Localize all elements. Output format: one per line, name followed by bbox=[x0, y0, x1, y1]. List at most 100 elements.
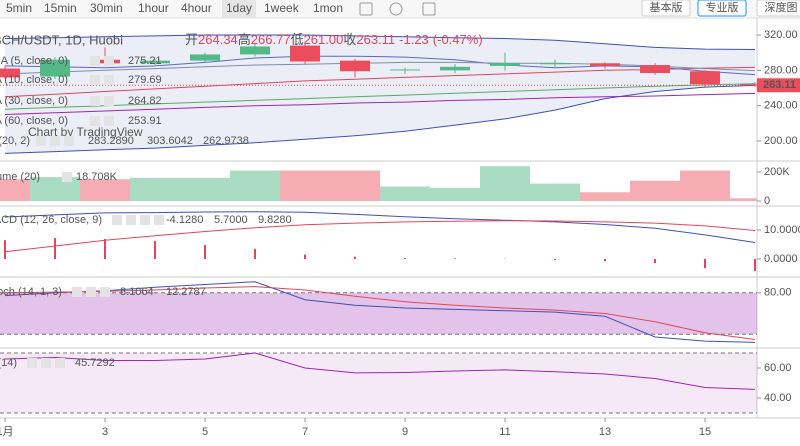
last-price-tag bbox=[757, 78, 800, 93]
legend-value: 283.2890 bbox=[88, 135, 134, 147]
candle-body bbox=[0, 68, 20, 78]
oscillator-line bbox=[4, 281, 756, 343]
tool-icon[interactable] bbox=[389, 2, 403, 16]
legend-icon[interactable] bbox=[64, 136, 74, 146]
tool-icon[interactable] bbox=[359, 2, 373, 16]
y-tick-label: 60.00 bbox=[764, 362, 792, 374]
legend-value: 253.91 bbox=[128, 115, 162, 127]
volume-bar bbox=[330, 170, 380, 201]
bb-line bbox=[4, 66, 756, 98]
legend-icon[interactable] bbox=[112, 215, 122, 225]
macd-histogram bbox=[404, 258, 406, 260]
indicator-title: Stoch (14, 1, 3) bbox=[0, 286, 62, 298]
legend-icon[interactable] bbox=[36, 136, 46, 146]
volume-bar bbox=[280, 170, 330, 201]
legend-value: 275.21 bbox=[128, 55, 162, 67]
legend-icon[interactable] bbox=[90, 56, 100, 66]
bb-line bbox=[4, 34, 756, 50]
interval-button[interactable]: 1hour bbox=[138, 1, 169, 15]
macd-histogram bbox=[604, 259, 606, 262]
legend-icon[interactable] bbox=[27, 358, 37, 368]
tradingview-link[interactable]: Chart by TradingView bbox=[28, 125, 143, 139]
candle-body bbox=[740, 84, 757, 86]
macd-histogram bbox=[754, 259, 756, 271]
oscillator-line bbox=[4, 352, 756, 390]
last-price-label: 263.11 bbox=[763, 79, 796, 91]
legend-name: MA (30, close, 0) bbox=[0, 95, 68, 107]
interval-button[interactable]: 1mon bbox=[313, 1, 343, 15]
volume-bar bbox=[380, 186, 430, 201]
candle-body bbox=[390, 69, 420, 71]
legend-icon[interactable] bbox=[104, 75, 114, 85]
legend-icon[interactable] bbox=[90, 96, 100, 106]
legend-value: 262.9738 bbox=[203, 135, 249, 147]
y-tick-label: 200K bbox=[764, 166, 790, 178]
quote-value: 264.34 bbox=[198, 32, 238, 47]
view-button[interactable]: 基本版 bbox=[650, 0, 683, 14]
quote-label: 开 bbox=[185, 32, 198, 47]
volume-bar bbox=[430, 187, 480, 201]
legend-icon[interactable] bbox=[100, 287, 110, 297]
view-button[interactable]: 深度图 bbox=[765, 0, 798, 14]
active-interval-bg bbox=[222, 0, 256, 18]
macd-histogram bbox=[654, 259, 656, 264]
legend-icon[interactable] bbox=[86, 287, 96, 297]
macd-histogram bbox=[254, 248, 256, 260]
legend-icon[interactable] bbox=[41, 358, 51, 368]
volume-bar bbox=[230, 170, 280, 201]
chart-title: BCH/USDT, 1D, Huobi bbox=[0, 32, 123, 47]
ohlc-quote: 开264.34高266.77低261.00收263.11 -1.23 (-0.47%… bbox=[185, 32, 483, 47]
legend-icon[interactable] bbox=[104, 56, 114, 66]
candle-body bbox=[190, 54, 220, 61]
legend-icon[interactable] bbox=[62, 172, 72, 182]
y-tick-label: 200.00 bbox=[764, 135, 798, 147]
legend-name: MA (10, close, 0) bbox=[0, 74, 68, 86]
y-tick-label: 80.00 bbox=[764, 287, 792, 299]
x-tick-label: 3 bbox=[102, 426, 108, 438]
ma-line bbox=[4, 83, 756, 110]
interval-button[interactable]: 5min bbox=[6, 1, 32, 15]
legend-value: 5.7000 bbox=[214, 214, 248, 226]
interval-button[interactable]: 1day bbox=[226, 1, 252, 15]
indicator-title: Volume (20) bbox=[0, 171, 40, 183]
interval-button[interactable]: 15min bbox=[44, 1, 77, 15]
view-button-bg[interactable] bbox=[641, 0, 691, 17]
legend-icon[interactable] bbox=[90, 116, 100, 126]
legend-value: 12.2787 bbox=[166, 286, 206, 298]
legend-icon[interactable] bbox=[104, 96, 114, 106]
legend-icon[interactable] bbox=[104, 116, 114, 126]
macd-histogram bbox=[554, 259, 556, 261]
interval-button[interactable]: 30min bbox=[90, 1, 123, 15]
macd-histogram bbox=[154, 241, 156, 260]
legend-icon[interactable] bbox=[72, 287, 82, 297]
legend-value: 45.7292 bbox=[75, 357, 115, 369]
legend-icon[interactable] bbox=[140, 215, 150, 225]
candle-body bbox=[290, 45, 320, 62]
interval-button[interactable]: 1week bbox=[264, 1, 300, 15]
macd-histogram bbox=[454, 258, 456, 260]
interval-button[interactable]: 4hour bbox=[181, 1, 212, 15]
legend-icon[interactable] bbox=[90, 75, 100, 85]
volume-bar bbox=[180, 177, 230, 201]
ma-line bbox=[4, 61, 756, 75]
legend-icon[interactable] bbox=[154, 215, 164, 225]
legend-icon[interactable] bbox=[126, 215, 136, 225]
view-button-bg[interactable] bbox=[756, 0, 800, 17]
band bbox=[0, 353, 757, 413]
view-button-bg[interactable] bbox=[697, 0, 747, 17]
x-tick-label: 15 bbox=[699, 426, 711, 438]
bb-fill bbox=[5, 35, 755, 154]
quote-label: 低 bbox=[291, 32, 304, 47]
quote-label: 高 bbox=[238, 32, 251, 47]
tool-icon[interactable] bbox=[422, 2, 436, 16]
legend-value: 264.82 bbox=[128, 95, 162, 107]
legend-icon[interactable] bbox=[55, 358, 65, 368]
macd-histogram bbox=[704, 259, 706, 268]
view-button[interactable]: 专业版 bbox=[706, 0, 739, 14]
x-tick-label: 7 bbox=[302, 426, 308, 438]
oscillator-line bbox=[4, 286, 756, 340]
volume-bar bbox=[730, 198, 757, 201]
legend-icon[interactable] bbox=[50, 136, 60, 146]
toolbar bbox=[0, 0, 800, 18]
